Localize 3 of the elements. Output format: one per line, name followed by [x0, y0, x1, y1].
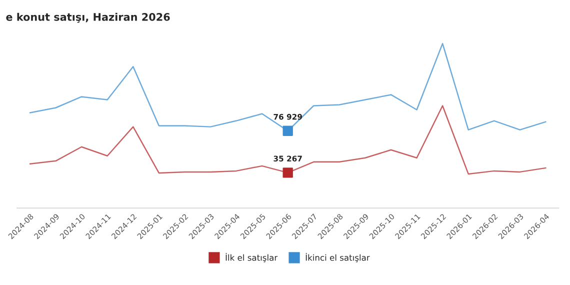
- legend-label: İlk el satışlar: [226, 253, 278, 262]
- legend-label: İkinci el satışlar: [306, 253, 370, 262]
- chart-title: e konut satışı, Haziran 2026: [6, 12, 170, 23]
